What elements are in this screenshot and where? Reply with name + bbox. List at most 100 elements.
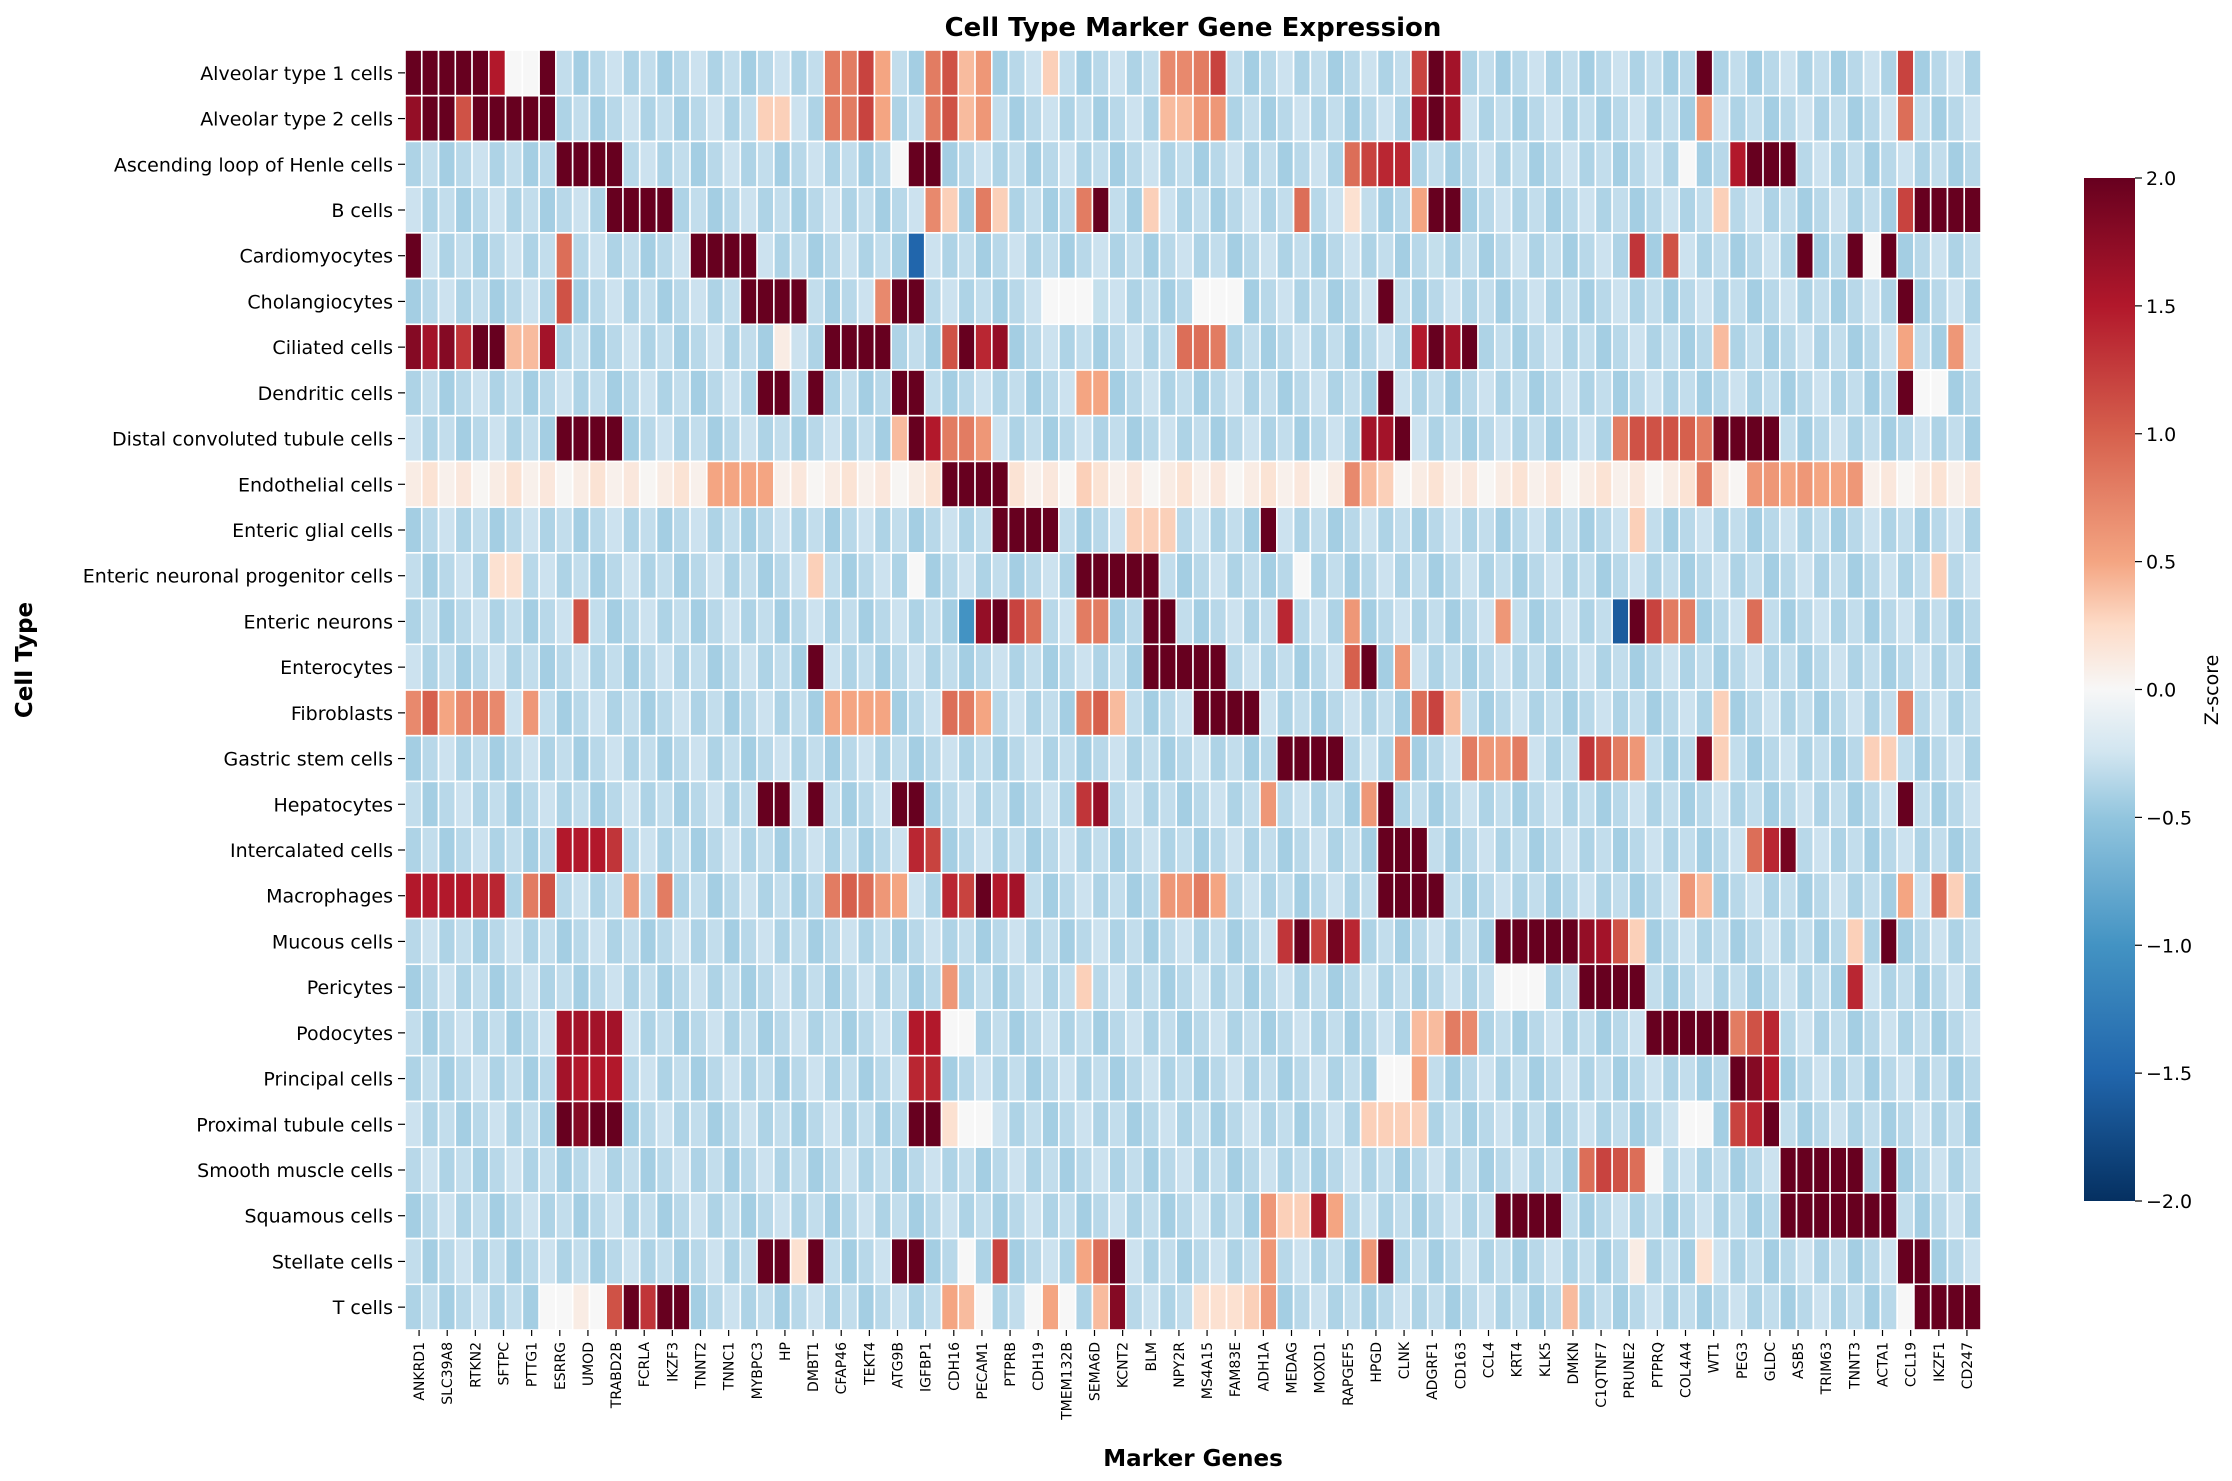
heatmap-cell xyxy=(1242,369,1261,417)
heatmap-cell xyxy=(488,140,507,188)
heatmap-cell xyxy=(1192,963,1211,1011)
heatmap-cell xyxy=(705,369,725,417)
heatmap-cell xyxy=(940,1009,960,1057)
heatmap-cell xyxy=(1628,414,1647,463)
heatmap-cell xyxy=(538,963,557,1011)
heatmap-cell xyxy=(991,963,1010,1011)
heatmap-cell xyxy=(1846,552,1865,600)
heatmap-cell xyxy=(1259,597,1278,646)
heatmap-cell xyxy=(588,1192,607,1240)
heatmap-cell xyxy=(437,872,457,920)
heatmap-cell xyxy=(1795,780,1815,828)
heatmap-cell xyxy=(840,506,859,554)
heatmap-cell xyxy=(1292,780,1312,828)
heatmap-cell xyxy=(1812,1237,1831,1286)
heatmap-cell xyxy=(1192,186,1211,234)
heatmap-cell xyxy=(1041,734,1060,783)
heatmap-cell xyxy=(1007,323,1027,371)
heatmap-cell xyxy=(923,506,943,554)
heatmap-cell xyxy=(488,597,507,646)
heatmap-cell xyxy=(1007,232,1027,280)
heatmap-cell xyxy=(1058,1100,1077,1148)
heatmap-cell xyxy=(1661,49,1681,97)
heatmap-cell xyxy=(588,917,607,966)
heatmap-cell xyxy=(1007,277,1027,326)
heatmap-cell xyxy=(1493,734,1513,783)
heatmap-cell xyxy=(1510,94,1530,143)
heatmap-cell xyxy=(722,963,742,1011)
heatmap-cell xyxy=(571,780,591,828)
heatmap-cell xyxy=(504,872,524,920)
heatmap-cell xyxy=(1175,689,1194,737)
heatmap-cell xyxy=(504,1192,524,1240)
heatmap-cell xyxy=(1376,414,1396,463)
heatmap-cell xyxy=(1913,689,1932,737)
heatmap-cell xyxy=(404,460,423,508)
heatmap-cell xyxy=(471,734,490,783)
heatmap-cell xyxy=(588,323,607,371)
heatmap-cell xyxy=(689,872,708,920)
heatmap-cell xyxy=(1527,917,1546,966)
heatmap-cell xyxy=(1913,643,1932,691)
heatmap-cell xyxy=(404,963,423,1011)
heatmap-cell xyxy=(1795,1283,1815,1331)
heatmap-cell xyxy=(957,94,976,143)
heatmap-cell xyxy=(471,277,490,326)
heatmap-cell xyxy=(1913,1100,1932,1148)
heatmap-cell xyxy=(974,963,993,1011)
heatmap-cell xyxy=(404,1054,423,1103)
heatmap-cell xyxy=(1024,917,1043,966)
column-label: MEDAG xyxy=(1285,1342,1301,1394)
heatmap-cell xyxy=(555,277,574,326)
heatmap-cell xyxy=(1426,597,1446,646)
heatmap-cell xyxy=(1896,689,1915,737)
heatmap-cell xyxy=(1745,323,1764,371)
heatmap-cell xyxy=(1913,780,1932,828)
heatmap-cell xyxy=(1074,49,1094,97)
heatmap-cell xyxy=(605,369,624,417)
heatmap-cell xyxy=(1628,872,1647,920)
heatmap-cell xyxy=(1477,1054,1496,1103)
heatmap-cell xyxy=(1929,140,1949,188)
heatmap-cell xyxy=(521,552,540,600)
heatmap-cell xyxy=(823,369,842,417)
heatmap-cell xyxy=(1929,1283,1949,1331)
heatmap-cell xyxy=(1410,1237,1429,1286)
heatmap-cell xyxy=(840,826,859,874)
heatmap-cell xyxy=(773,552,792,600)
heatmap-cell xyxy=(437,1283,457,1331)
heatmap-cell xyxy=(1745,232,1764,280)
heatmap-cell xyxy=(437,1146,457,1194)
heatmap-cell xyxy=(1561,826,1580,874)
heatmap-cell xyxy=(806,1009,825,1057)
heatmap-cell xyxy=(1644,1054,1664,1103)
heatmap-cell xyxy=(1829,49,1848,97)
heatmap-cell xyxy=(488,414,507,463)
heatmap-cell xyxy=(1141,734,1161,783)
heatmap-cell xyxy=(1829,414,1848,463)
heatmap-cell xyxy=(1225,872,1245,920)
heatmap-cell xyxy=(1829,506,1848,554)
heatmap-cell xyxy=(940,414,960,463)
heatmap-cell xyxy=(1661,1100,1681,1148)
heatmap-cell xyxy=(1108,94,1127,143)
heatmap-cell xyxy=(840,1054,859,1103)
heatmap-cell xyxy=(1644,1146,1664,1194)
heatmap-cell xyxy=(705,460,725,508)
heatmap-cell xyxy=(890,323,909,371)
heatmap-cell xyxy=(420,826,440,874)
heatmap-cell xyxy=(789,414,809,463)
heatmap-cell xyxy=(1460,49,1479,97)
heatmap-cell xyxy=(823,734,842,783)
heatmap-cell xyxy=(1443,369,1463,417)
heatmap-cell xyxy=(705,734,725,783)
heatmap-cell xyxy=(1091,1237,1110,1286)
heatmap-cell xyxy=(1946,369,1966,417)
heatmap-cell xyxy=(1460,369,1479,417)
heatmap-cell xyxy=(1024,1192,1043,1240)
heatmap-cell xyxy=(957,1146,976,1194)
heatmap-cell xyxy=(504,826,524,874)
heatmap-cell xyxy=(1577,826,1597,874)
heatmap-cell xyxy=(1678,643,1697,691)
heatmap-cell xyxy=(806,917,825,966)
